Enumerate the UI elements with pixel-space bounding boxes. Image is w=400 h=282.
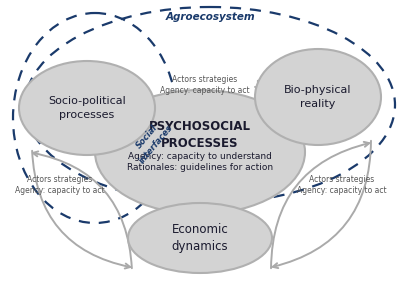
Text: Actors strategies
Agency: capacity to act: Actors strategies Agency: capacity to ac… <box>297 175 387 195</box>
Ellipse shape <box>255 49 381 145</box>
Ellipse shape <box>19 61 155 155</box>
Text: PSYCHOSOCIAL
PROCESSES: PSYCHOSOCIAL PROCESSES <box>149 120 251 150</box>
Ellipse shape <box>95 90 305 214</box>
Text: Economic
dynamics: Economic dynamics <box>172 223 228 253</box>
Text: Actors strategies
Agency: capacity to act: Actors strategies Agency: capacity to ac… <box>160 75 250 95</box>
Ellipse shape <box>128 203 272 273</box>
Text: Bio-physical
reality: Bio-physical reality <box>284 85 352 109</box>
Text: Agency: capacity to understand
Rationales: guidelines for action: Agency: capacity to understand Rationale… <box>127 152 273 172</box>
Text: Social
interfaces: Social interfaces <box>129 115 175 165</box>
Text: Agroecosystem: Agroecosystem <box>165 12 255 22</box>
Text: Actors strategies
Agency: capacity to act: Actors strategies Agency: capacity to ac… <box>15 175 105 195</box>
Text: Socio-political
processes: Socio-political processes <box>48 96 126 120</box>
